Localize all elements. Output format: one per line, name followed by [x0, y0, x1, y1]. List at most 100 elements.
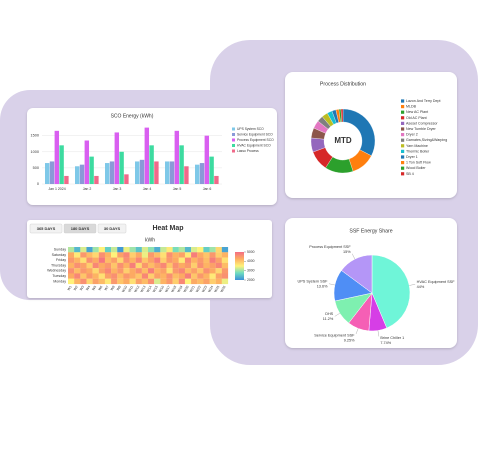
- y-tick-label: Friday: [56, 258, 66, 262]
- heat-cell: [92, 257, 99, 263]
- heat-cell: [92, 252, 99, 258]
- legend-swatch: [232, 133, 235, 136]
- slice-label: Brine Chiller 1: [380, 336, 404, 340]
- heat-cell: [141, 247, 149, 253]
- x-tick-label: W14: [146, 285, 153, 293]
- legend-label: Dryer 1: [406, 155, 418, 159]
- slice-label: HVAC Equipment SSF: [417, 280, 456, 284]
- legend-label: Service Equipment SCO: [237, 132, 273, 136]
- legend-swatch: [401, 144, 405, 148]
- leader-line: [409, 284, 416, 286]
- heat-cell: [197, 262, 204, 269]
- heat-cell: [104, 268, 112, 274]
- heat-cell: [111, 268, 118, 274]
- center-label: MTD: [334, 136, 352, 145]
- heat-cell: [197, 252, 204, 258]
- legend-swatch: [232, 144, 235, 147]
- x-tick-label: W4: [85, 285, 91, 292]
- heat-cell: [92, 268, 99, 274]
- heat-cell: [86, 252, 93, 258]
- heat-cell: [86, 262, 93, 269]
- bar: [139, 159, 145, 184]
- heat-cell: [117, 262, 124, 269]
- heat-cell: [123, 268, 130, 274]
- heat-cell: [135, 273, 142, 279]
- heat-cell: [184, 247, 192, 253]
- slice-label: Service Equipment SSF: [314, 333, 355, 337]
- heat-cell: [154, 268, 161, 274]
- legend-swatch: [232, 149, 235, 153]
- heat-cell: [111, 262, 118, 269]
- heat-cell: [197, 273, 204, 279]
- legend-swatch: [401, 133, 405, 137]
- heat-cell: [172, 247, 179, 253]
- colorbar-tick-label: 4000: [247, 259, 255, 263]
- heat-cell: [111, 278, 118, 285]
- heat-cell: [166, 257, 173, 263]
- heat-cell: [141, 257, 149, 263]
- legend-label: Aseset Compressor: [406, 121, 438, 125]
- bar: [154, 161, 159, 184]
- heat-cell: [80, 257, 87, 263]
- x-tick-label: Jan 5: [173, 187, 182, 191]
- y-tick-label: Wednesday: [47, 269, 66, 273]
- range-button[interactable]: [29, 223, 63, 234]
- range-button[interactable]: [63, 223, 97, 234]
- heat-cell: [80, 247, 87, 253]
- heat-cell: [129, 257, 136, 263]
- range-button[interactable]: [97, 223, 127, 234]
- heat-cell: [178, 278, 186, 285]
- heat-cell: [80, 262, 87, 269]
- y-tick-label: 0: [37, 182, 39, 186]
- x-tick-label: W11: [127, 285, 134, 293]
- heat-cell: [209, 268, 216, 274]
- heat-cell: [80, 268, 87, 274]
- bar: [124, 174, 129, 184]
- range-button-label[interactable]: 30 DAYS: [104, 226, 121, 231]
- chart-title: SCO Energy (kWh): [111, 113, 154, 119]
- heat-cell: [74, 252, 81, 258]
- heat-cell: [129, 252, 136, 258]
- leader-line: [328, 283, 335, 286]
- heat-cell: [98, 252, 106, 258]
- heat-cell: [123, 262, 130, 269]
- heat-cell: [68, 262, 75, 269]
- heat-cell: [215, 262, 222, 269]
- heat-cell: [215, 273, 222, 279]
- legend-label: UPS System SCO: [237, 127, 264, 131]
- heat-cell: [135, 262, 142, 269]
- bar: [59, 145, 64, 184]
- legend-label: Thermic Boiler: [406, 149, 430, 153]
- heat-cell: [129, 268, 136, 274]
- legend-label: Garnates,Sizing&Warping: [406, 138, 447, 142]
- heat-cell: [160, 273, 167, 279]
- heat-cell: [104, 247, 112, 253]
- colorbar-tick-label: 3000: [247, 269, 255, 273]
- x-tick-label: W2: [73, 285, 79, 292]
- heat-cell: [74, 262, 81, 269]
- heat-cell: [86, 273, 93, 279]
- heat-cell: [160, 247, 167, 253]
- x-tick-label: Jan 3: [113, 187, 122, 191]
- heat-cell: [178, 262, 186, 269]
- heat-cell: [74, 268, 81, 274]
- range-button-label[interactable]: 180 DAYS: [71, 226, 90, 231]
- x-tick-label: W1: [67, 285, 73, 292]
- range-button-label[interactable]: 365 DAYS: [37, 226, 56, 231]
- heat-cell: [86, 268, 93, 274]
- x-tick-label: W25: [213, 285, 220, 293]
- x-tick-label: W9: [116, 285, 122, 292]
- heat-cell: [166, 252, 173, 258]
- heat-cell: [172, 273, 179, 279]
- heat-cell: [184, 278, 192, 285]
- heat-cell: [135, 257, 142, 263]
- heat-cell: [92, 278, 99, 285]
- bar: [169, 161, 175, 184]
- pie-slice: [341, 254, 373, 294]
- heat-cell: [80, 252, 87, 258]
- heat-cell: [209, 262, 216, 269]
- heat-cell: [148, 278, 155, 285]
- heat-cell: [86, 278, 93, 285]
- bar: [114, 132, 120, 184]
